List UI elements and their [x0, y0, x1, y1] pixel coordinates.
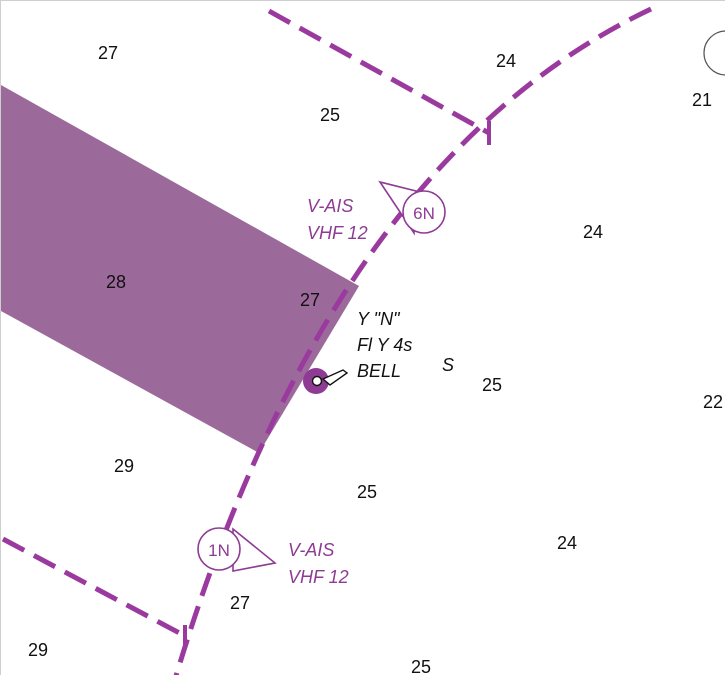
bell-buoy[interactable]: Y "N" Fl Y 4s BELL S	[303, 309, 454, 394]
sounding: 28	[106, 272, 126, 292]
ais-virtual-aid-icon	[378, 180, 446, 236]
ais-station-id: 6N	[413, 204, 435, 223]
sounding: 25	[482, 375, 502, 395]
sounding: 27	[98, 43, 118, 63]
sounding: 25	[357, 482, 377, 502]
upper-boundary-line	[267, 8, 491, 136]
ais-station-1n[interactable]: 1N V-AIS VHF 12	[197, 527, 349, 587]
lighted-buoy-icon	[311, 369, 349, 387]
sounding: 21	[692, 90, 712, 110]
ais-label-line1: V-AIS	[307, 196, 353, 216]
sounding: 27	[230, 593, 250, 613]
sounding: 25	[411, 657, 431, 675]
ais-station-id: 1N	[208, 541, 230, 560]
bottom-quality-mark: S	[442, 355, 454, 375]
sounding: 24	[496, 51, 516, 71]
sounding: 22	[703, 392, 723, 412]
ais-label-line2: VHF 12	[307, 223, 368, 243]
sounding: 25	[320, 105, 340, 125]
partial-circle-icon	[703, 30, 725, 76]
sounding: 24	[557, 533, 577, 553]
ais-virtual-aid-icon	[197, 527, 277, 572]
buoy-label-line2: Fl Y 4s	[357, 335, 412, 355]
ais-label-line1: V-AIS	[288, 540, 334, 560]
lower-boundary-line	[1, 536, 187, 639]
restricted-area	[1, 85, 359, 453]
ais-label-line2: VHF 12	[288, 567, 349, 587]
curved-boundary-line	[173, 6, 653, 675]
sounding: 24	[583, 222, 603, 242]
sounding: 27	[300, 290, 320, 310]
sounding: 29	[114, 456, 134, 476]
buoy-label-line3: BELL	[357, 361, 401, 381]
ais-station-6n[interactable]: 6N V-AIS VHF 12	[307, 180, 446, 243]
buoy-label-line1: Y "N"	[357, 309, 401, 329]
sounding: 29	[28, 640, 48, 660]
